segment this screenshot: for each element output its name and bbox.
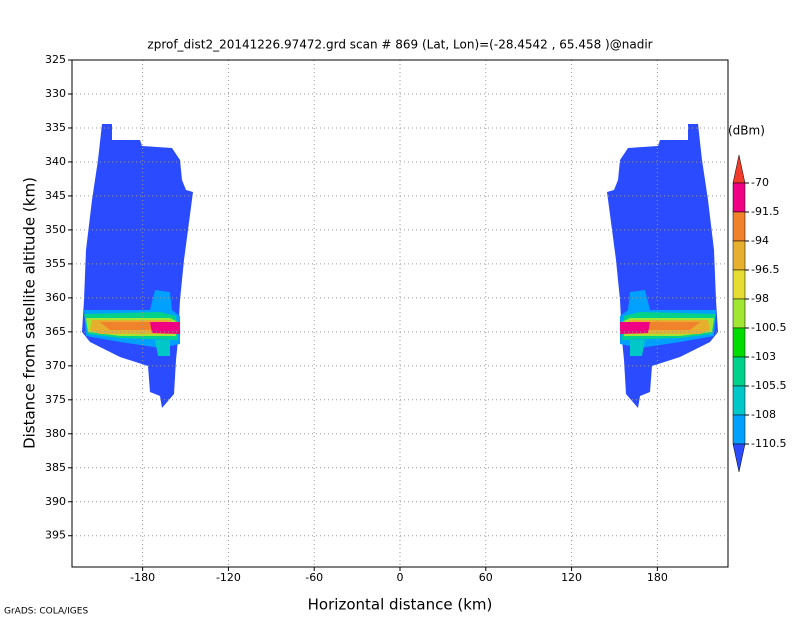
footer: GrADS: COLA/IGES (4, 607, 88, 617)
echo-region (150, 322, 180, 334)
colorbar-segment (732, 327, 746, 358)
y-tick-label: 325 (45, 53, 66, 66)
echo-region (100, 322, 160, 330)
x-tick-label: -180 (130, 571, 155, 584)
echo-region (620, 322, 650, 334)
plot-frame (71, 59, 729, 568)
colorbar-segment (732, 356, 746, 387)
colorbar-cap (732, 443, 746, 473)
x-tick-label: 120 (561, 571, 582, 584)
y-tick-label: 335 (45, 121, 66, 134)
colorbar-segment (732, 211, 746, 242)
y-tick-label: 360 (45, 291, 66, 304)
y-tick-label: 330 (45, 87, 66, 100)
y-tick-label: 385 (45, 461, 66, 474)
x-tick-label: 60 (479, 571, 493, 584)
colorbar-label: -108 (751, 408, 776, 421)
y-tick-label: 365 (45, 325, 66, 338)
y-tick-label: 350 (45, 223, 66, 236)
colorbar-label: -96.5 (751, 263, 779, 276)
colorbar-unit: (dBm) (728, 124, 765, 138)
colorbar-segment (732, 385, 746, 416)
y-tick-label: 390 (45, 495, 66, 508)
colorbar-segment (732, 240, 746, 271)
y-tick-label: 355 (45, 257, 66, 270)
colorbar-segment (732, 414, 746, 445)
colorbar-segment (732, 298, 746, 329)
echo-region (640, 322, 700, 330)
colorbar-label: -105.5 (751, 379, 786, 392)
x-axis-label: Horizontal distance (km) (308, 596, 493, 614)
echo-region (607, 124, 718, 408)
x-tick-label: 180 (647, 571, 668, 584)
colorbar-label: -98 (751, 292, 769, 305)
y-axis-label: Distance from satellite altitude (km) (21, 177, 39, 449)
x-tick-label: -120 (216, 571, 241, 584)
echo-region (155, 340, 170, 356)
colorbar-label: -91.5 (751, 205, 779, 218)
y-tick-label: 345 (45, 189, 66, 202)
echo-region (630, 340, 645, 356)
colorbar-label: -94 (751, 234, 769, 247)
chart-title: zprof_dist2_20141226.97472.grd scan # 86… (147, 38, 652, 52)
colorbar-label: -103 (751, 350, 776, 363)
y-tick-label: 375 (45, 393, 66, 406)
y-tick-label: 370 (45, 359, 66, 372)
colorbar-label: -100.5 (751, 321, 786, 334)
y-tick-label: 380 (45, 427, 66, 440)
y-tick-label: 340 (45, 155, 66, 168)
y-tick-label: 395 (45, 529, 66, 542)
colorbar-label: -110.5 (751, 437, 786, 450)
colorbar-segment (732, 269, 746, 300)
x-tick-label: 0 (397, 571, 404, 584)
x-tick-label: -60 (305, 571, 323, 584)
colorbar-cap (732, 154, 746, 184)
colorbar-label: -70 (751, 176, 769, 189)
colorbar-segment (732, 182, 746, 213)
